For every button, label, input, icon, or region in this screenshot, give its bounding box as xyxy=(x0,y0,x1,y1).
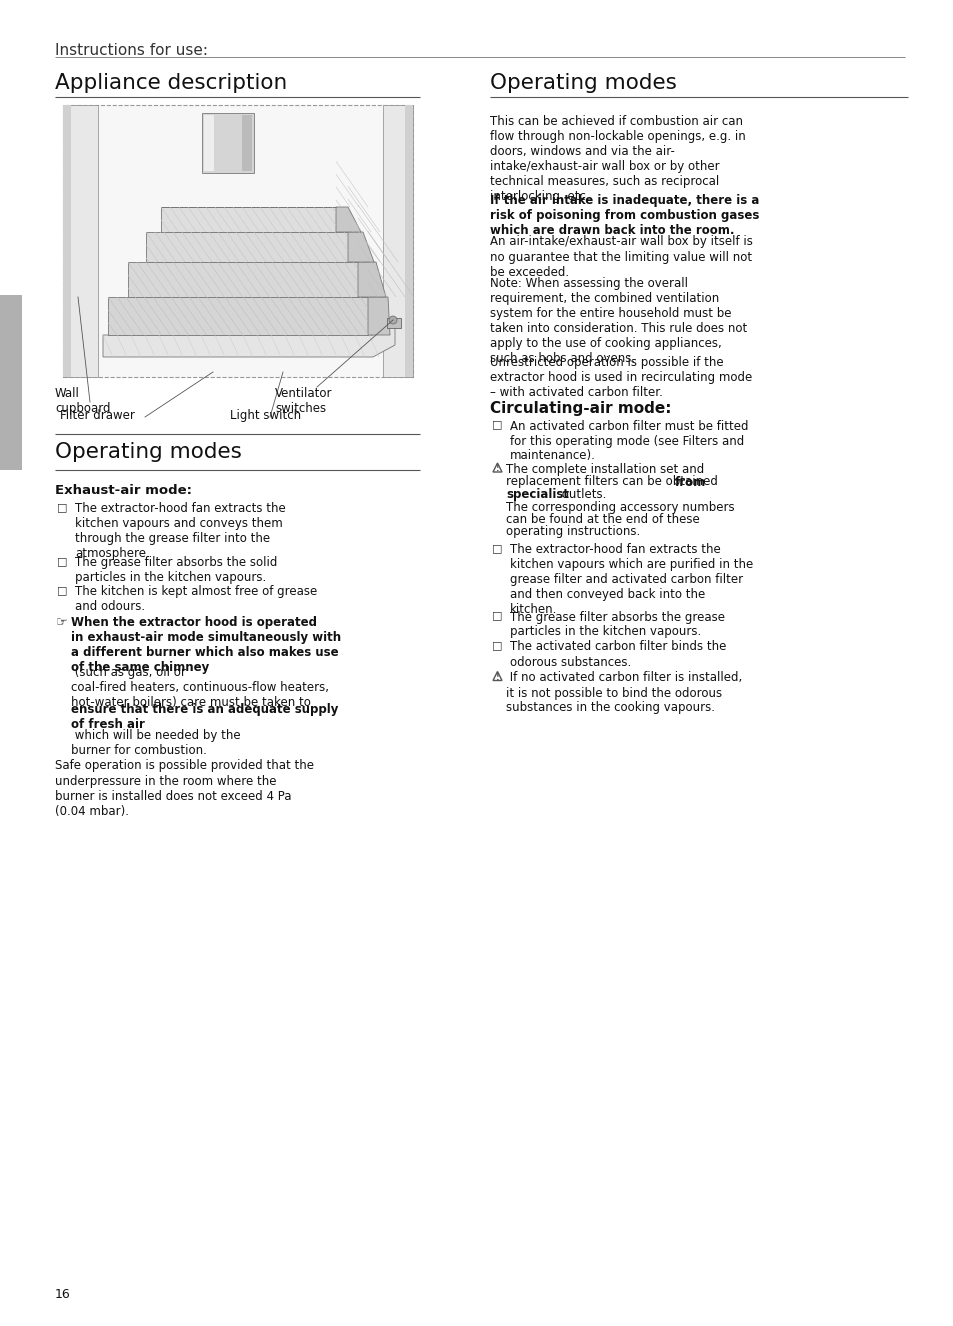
Text: When the extractor hood is operated
in exhaust-air mode simultaneously with
a di: When the extractor hood is operated in e… xyxy=(71,617,341,674)
Text: Note: When assessing the overall
requirement, the combined ventilation
system fo: Note: When assessing the overall require… xyxy=(490,277,746,365)
Text: The kitchen is kept almost free of grease
and odours.: The kitchen is kept almost free of greas… xyxy=(75,585,317,613)
Text: 16: 16 xyxy=(55,1288,71,1301)
Text: Ventilator
switches: Ventilator switches xyxy=(274,387,333,415)
Text: !: ! xyxy=(496,464,498,473)
Bar xyxy=(63,105,71,377)
Text: The extractor-hood fan extracts the
kitchen vapours and conveys them
through the: The extractor-hood fan extracts the kitc… xyxy=(75,503,286,560)
Text: Circulating-air mode:: Circulating-air mode: xyxy=(490,402,671,416)
Text: An activated carbon filter must be fitted
for this operating mode (see Filters a: An activated carbon filter must be fitte… xyxy=(510,419,748,463)
Polygon shape xyxy=(357,263,386,297)
Text: Light switch: Light switch xyxy=(230,408,301,422)
Text: Wall
cupboard: Wall cupboard xyxy=(55,387,111,415)
Text: □: □ xyxy=(492,610,502,621)
Polygon shape xyxy=(348,232,374,263)
Text: The corresponding accessory numbers: The corresponding accessory numbers xyxy=(505,500,734,513)
Text: Operating modes: Operating modes xyxy=(490,73,677,93)
Text: The grease filter absorbs the solid
particles in the kitchen vapours.: The grease filter absorbs the solid part… xyxy=(75,556,277,583)
Text: □: □ xyxy=(492,640,502,651)
Text: replacement filters can be obtained: replacement filters can be obtained xyxy=(505,476,720,488)
Text: □: □ xyxy=(57,585,68,595)
Text: □: □ xyxy=(492,419,502,430)
Text: from: from xyxy=(675,476,706,488)
Text: This can be achieved if combustion air can
flow through non-lockable openings, e: This can be achieved if combustion air c… xyxy=(490,115,745,203)
Bar xyxy=(242,115,252,171)
Polygon shape xyxy=(368,297,390,335)
Text: □: □ xyxy=(492,544,502,553)
Text: Exhaust-air mode:: Exhaust-air mode: xyxy=(55,484,192,497)
FancyBboxPatch shape xyxy=(63,105,413,377)
Polygon shape xyxy=(128,263,357,297)
Text: outlets.: outlets. xyxy=(558,488,606,501)
Text: can be found at the end of these: can be found at the end of these xyxy=(505,513,699,526)
Text: Appliance description: Appliance description xyxy=(55,73,287,93)
Circle shape xyxy=(389,316,396,324)
Text: ensure that there is an adequate supply
of fresh air: ensure that there is an adequate supply … xyxy=(71,704,338,732)
Text: specialist: specialist xyxy=(505,488,568,501)
Text: The complete installation set and: The complete installation set and xyxy=(505,463,703,476)
Text: operating instructions.: operating instructions. xyxy=(505,525,639,538)
Polygon shape xyxy=(335,207,360,232)
Polygon shape xyxy=(146,232,348,263)
Bar xyxy=(204,115,213,171)
Text: The extractor-hood fan extracts the
kitchen vapours which are purified in the
gr: The extractor-hood fan extracts the kitc… xyxy=(510,544,753,617)
Text: Operating modes: Operating modes xyxy=(55,442,242,461)
Text: Instructions for use:: Instructions for use: xyxy=(55,42,208,58)
Polygon shape xyxy=(103,324,395,357)
Bar xyxy=(405,105,413,377)
Text: If no activated carbon filter is installed,
it is not possible to bind the odoro: If no activated carbon filter is install… xyxy=(505,671,741,715)
Polygon shape xyxy=(108,297,368,335)
Text: which will be needed by the
burner for combustion.: which will be needed by the burner for c… xyxy=(71,728,240,757)
Bar xyxy=(63,105,98,377)
Bar xyxy=(387,318,400,328)
Text: !: ! xyxy=(496,672,498,682)
Text: (such as gas, oil or
coal-fired heaters, continuous-flow heaters,
hot-water boil: (such as gas, oil or coal-fired heaters,… xyxy=(71,666,329,724)
Text: If the air intake is inadequate, there is a
risk of poisoning from combustion ga: If the air intake is inadequate, there i… xyxy=(490,194,759,237)
Text: The grease filter absorbs the grease
particles in the kitchen vapours.: The grease filter absorbs the grease par… xyxy=(510,610,724,639)
Text: Safe operation is possible provided that the
underpressure in the room where the: Safe operation is possible provided that… xyxy=(55,760,314,818)
Bar xyxy=(0,294,22,469)
Text: □: □ xyxy=(57,503,68,512)
Text: □: □ xyxy=(57,556,68,566)
Polygon shape xyxy=(161,207,335,232)
Text: An air-intake/exhaust-air wall box by itself is
no guarantee that the limiting v: An air-intake/exhaust-air wall box by it… xyxy=(490,236,752,278)
Text: ☞: ☞ xyxy=(56,617,68,629)
Text: Filter drawer: Filter drawer xyxy=(60,408,134,422)
Text: The activated carbon filter binds the
odorous substances.: The activated carbon filter binds the od… xyxy=(510,640,725,668)
Bar xyxy=(202,113,253,172)
Bar xyxy=(382,105,413,377)
Text: Unrestricted operation is possible if the
extractor hood is used in recirculatin: Unrestricted operation is possible if th… xyxy=(490,355,752,399)
